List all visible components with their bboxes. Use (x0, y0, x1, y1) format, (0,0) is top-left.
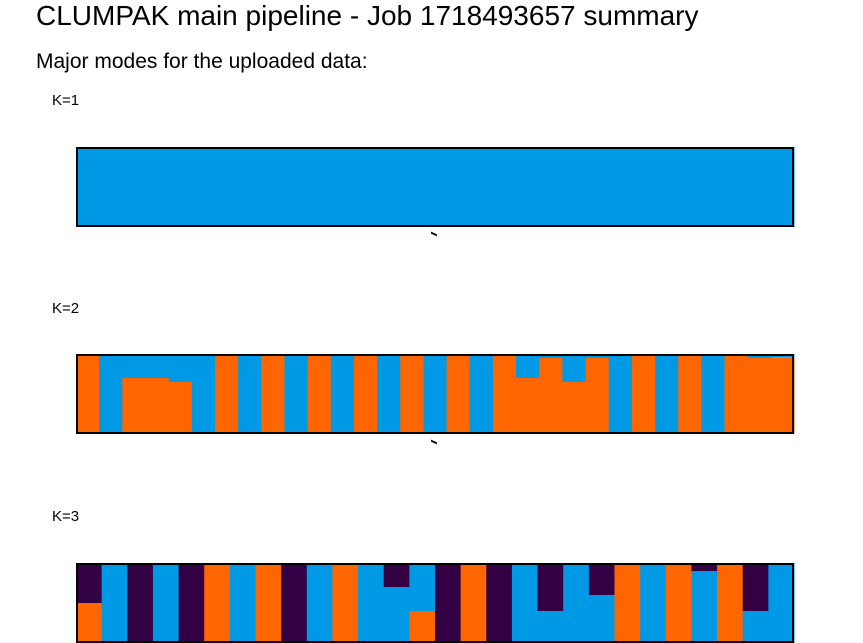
bar-segment-3-cluster-1 (127, 563, 154, 643)
bar-segment-14-cluster-2 (409, 563, 436, 611)
page-subtitle: Major modes for the uploaded data: (36, 50, 368, 73)
bar-segment-19-cluster-2 (537, 611, 564, 643)
bar-segment-1-cluster-3 (76, 603, 103, 643)
k1-label: K=1 (52, 92, 80, 109)
bar-segment-16-cluster-1 (423, 354, 448, 434)
bar-segment-23-cluster-2 (640, 563, 667, 643)
k2-bar-plot[interactable] (76, 354, 795, 434)
bar-segment-14-cluster-3 (409, 611, 436, 643)
k3-bar-plot[interactable] (76, 563, 795, 643)
bar-segment-20-cluster-2 (563, 563, 590, 643)
bar-segment-6-cluster-3 (204, 563, 231, 643)
bar-segment-1-cluster-1 (76, 563, 103, 603)
bar-segment-11-cluster-2 (307, 354, 332, 434)
bar-segment-7-cluster-2 (214, 354, 239, 434)
bar-segment-8-cluster-1 (238, 354, 262, 434)
bar-segment-28-cluster-2 (768, 563, 795, 643)
bar-segment-21-cluster-1 (588, 563, 615, 595)
bar-segment-5-cluster-2 (168, 382, 193, 434)
bar-segment-24-cluster-3 (665, 563, 692, 643)
bar-segment-6-cluster-1 (191, 354, 216, 434)
bar-segment-27-cluster-1 (742, 563, 769, 611)
k2-cursor-mark (431, 439, 437, 448)
bar-segment-18-cluster-1 (469, 354, 494, 434)
bar-segment-4-cluster-2 (145, 378, 170, 434)
k1-bar-plot[interactable] (76, 147, 795, 227)
bar-segment-3-cluster-2 (122, 378, 146, 434)
bar-segment-13-cluster-1 (383, 563, 410, 587)
bar-segment-27-cluster-2 (742, 611, 769, 643)
bar-segment-15-cluster-2 (400, 354, 424, 434)
bar-segment-26-cluster-3 (717, 563, 744, 643)
bar-segment-3-cluster-1 (122, 354, 146, 378)
bar-segment-23-cluster-2 (585, 358, 610, 434)
bar-segment-2-cluster-1 (99, 354, 123, 434)
bar-segment-4-cluster-2 (152, 563, 180, 643)
bar-segment-18-cluster-2 (511, 563, 539, 643)
bar-segment-22-cluster-3 (614, 563, 641, 643)
bar-segment-14-cluster-1 (377, 354, 401, 434)
bar-segment-25-cluster-2 (631, 354, 656, 434)
bar-segment-21-cluster-2 (588, 595, 615, 643)
bar-segment-12-cluster-2 (358, 563, 385, 643)
bar-segment-21-cluster-2 (539, 358, 563, 434)
bar-segment-13-cluster-2 (353, 354, 378, 434)
bar-segment-2-cluster-2 (101, 563, 128, 643)
bar-segment-16-cluster-3 (460, 563, 487, 643)
bar-segment-9-cluster-1 (281, 563, 308, 643)
bar-segment-27-cluster-2 (678, 354, 702, 434)
bar-segment-13-cluster-2 (383, 587, 410, 643)
bar-segment-30-cluster-2 (747, 358, 772, 434)
bar-segment-25-cluster-1 (691, 563, 718, 571)
bar-segment-5-cluster-1 (178, 563, 205, 643)
bar-segment-9-cluster-2 (261, 354, 285, 434)
bar-segment-15-cluster-1 (435, 563, 462, 643)
bar-segment-17-cluster-1 (486, 563, 513, 643)
bar-segment-24-cluster-1 (608, 354, 633, 434)
bar-segment-22-cluster-1 (562, 354, 587, 382)
bar-segment-19-cluster-2 (492, 354, 517, 434)
bar-segment-28-cluster-1 (701, 354, 726, 434)
bar-segment-1-cluster-1 (76, 147, 795, 227)
bar-plot-border (76, 147, 794, 227)
bar-segment-31-cluster-2 (770, 357, 795, 434)
bar-segment-20-cluster-2 (516, 378, 540, 434)
k2-label: K=2 (52, 300, 80, 317)
bar-segment-8-cluster-3 (255, 563, 282, 643)
bar-segment-25-cluster-2 (691, 571, 718, 643)
bar-segment-10-cluster-2 (306, 563, 333, 643)
bar-segment-1-cluster-2 (76, 355, 100, 434)
bar-segment-20-cluster-1 (516, 354, 540, 378)
bar-plot-border (76, 354, 794, 434)
bar-segment-7-cluster-2 (229, 563, 256, 643)
page-title: CLUMPAK main pipeline - Job 1718493657 s… (36, 0, 699, 31)
k3-label: K=3 (52, 508, 80, 525)
bar-segment-29-cluster-2 (724, 354, 749, 434)
bar-segment-22-cluster-2 (562, 382, 587, 434)
bar-segment-12-cluster-1 (330, 354, 355, 434)
bar-segment-26-cluster-1 (655, 354, 679, 434)
bar-segment-11-cluster-3 (332, 563, 359, 643)
k1-cursor-mark (431, 231, 437, 240)
bar-segment-5-cluster-1 (168, 354, 193, 382)
bar-segment-19-cluster-1 (537, 563, 564, 611)
bar-segment-4-cluster-1 (145, 354, 170, 378)
bar-segment-17-cluster-2 (446, 354, 471, 434)
bar-segment-10-cluster-1 (284, 354, 309, 434)
